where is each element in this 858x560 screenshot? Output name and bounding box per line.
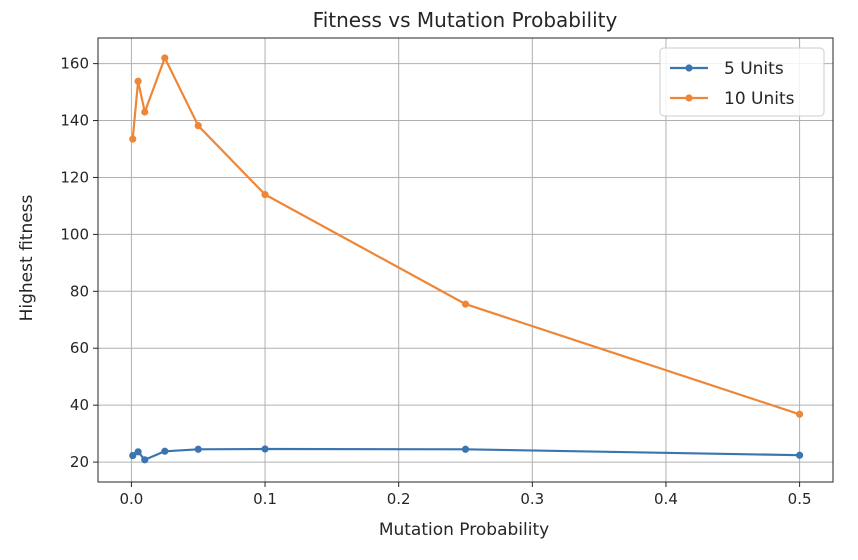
y-tick-label: 60 — [70, 339, 89, 357]
axis-ticks: 0.0 0.1 0.2 0.3 0.4 0.5 20 40 60 80 100 120 140 160 — [60, 55, 811, 508]
data-point — [194, 122, 202, 130]
plot-frame — [97, 37, 834, 483]
y-tick-label: 40 — [70, 396, 89, 414]
y-tick-label: 20 — [70, 453, 89, 471]
x-tick-label: 0.2 — [387, 490, 411, 508]
data-point — [261, 190, 269, 199]
x-tick-label: 0.0 — [119, 490, 143, 508]
y-tick-label: 100 — [60, 225, 89, 243]
y-axis-label: Highest fitness — [17, 194, 37, 321]
data-point — [461, 300, 470, 308]
data-point — [141, 456, 149, 464]
x-tick-label: 0.1 — [253, 490, 277, 508]
y-tick-label: 80 — [70, 282, 89, 300]
x-tick-label: 0.5 — [788, 490, 812, 508]
x-axis-label: Mutation Probability — [379, 520, 549, 540]
y-tick-label: 140 — [60, 112, 89, 130]
data-point — [141, 108, 149, 116]
legend: 5 Units 10 Units — [659, 47, 825, 117]
series-group — [129, 54, 804, 464]
data-point — [161, 447, 169, 455]
data-point — [134, 448, 142, 456]
data-point — [129, 451, 137, 460]
data-point — [461, 445, 470, 453]
data-point — [795, 410, 804, 418]
data-point — [129, 135, 137, 143]
legend-marker — [685, 64, 693, 72]
y-tick-label: 160 — [60, 55, 89, 73]
data-point — [194, 445, 202, 453]
chart-title: Fitness vs Mutation Probability — [313, 8, 618, 32]
data-point — [161, 54, 169, 62]
x-tick-label: 0.4 — [654, 490, 678, 508]
legend-label: 10 Units — [724, 89, 795, 109]
data-point — [795, 451, 804, 459]
y-tick-label: 120 — [60, 168, 89, 186]
data-point — [134, 77, 142, 85]
legend-marker — [685, 94, 693, 102]
legend-label: 5 Units — [724, 59, 784, 79]
series-line — [131, 56, 800, 416]
data-point — [261, 445, 269, 453]
x-tick-label: 0.3 — [520, 490, 544, 508]
